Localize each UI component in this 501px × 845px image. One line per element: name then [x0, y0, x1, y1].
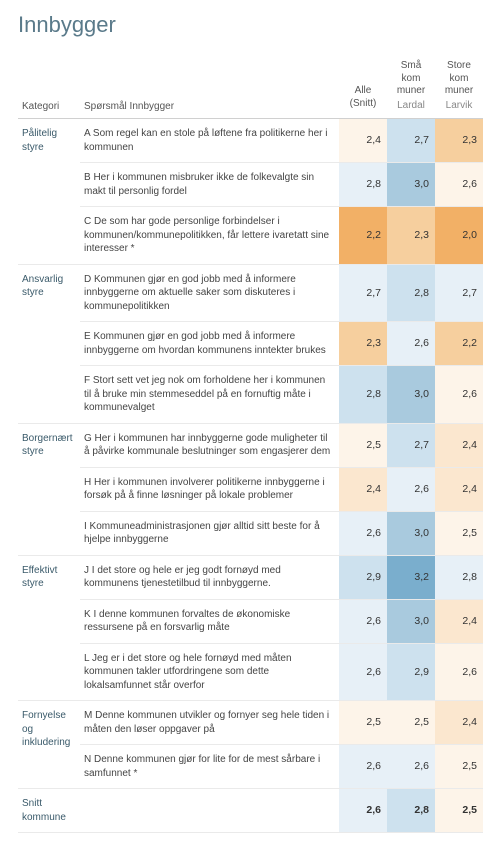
col-header-store: Store kom munerLarvik [435, 56, 483, 119]
table-row: B Her i kommunen misbruker ikke de folke… [18, 163, 483, 207]
value-cell: 2,5 [339, 701, 387, 745]
value-cell: 2,7 [339, 264, 387, 322]
value-cell: 2,6 [435, 366, 483, 424]
table-row: Borgernært styreG Her i kommunen har inn… [18, 423, 483, 467]
value-cell: 2,9 [387, 643, 435, 701]
value-cell: 3,0 [387, 511, 435, 555]
question-cell: F Stort sett vet jeg nok om forholdene h… [80, 366, 339, 424]
table-row: K I denne kommunen forvaltes de økonomis… [18, 599, 483, 643]
question-cell: A Som regel kan en stole på løftene fra … [80, 119, 339, 163]
question-cell: I Kommuneadministrasjonen gjør alltid si… [80, 511, 339, 555]
question-cell: D Kommunen gjør en god jobb med å inform… [80, 264, 339, 322]
category-cell: Effektivt styre [18, 555, 80, 701]
col-header-sporsmal: Spørsmål Innbygger [80, 56, 339, 119]
value-cell: 2,4 [339, 119, 387, 163]
table-row: C De som har gode personlige forbindelse… [18, 207, 483, 265]
table-row: Effektivt styreJ I det store og hele er … [18, 555, 483, 599]
value-cell: 3,0 [387, 163, 435, 207]
value-cell: 2,5 [339, 423, 387, 467]
category-cell: Pålitelig styre [18, 119, 80, 265]
value-cell: 2,2 [339, 207, 387, 265]
question-cell: B Her i kommunen misbruker ikke de folke… [80, 163, 339, 207]
table-row: Fornyelse og inkluderingM Denne kommunen… [18, 701, 483, 745]
value-cell: 2,8 [339, 163, 387, 207]
col-header-sma: Små kom munerLardal [387, 56, 435, 119]
value-cell: 2,5 [435, 789, 483, 833]
question-cell: G Her i kommunen har innbyggerne gode mu… [80, 423, 339, 467]
value-cell: 2,6 [387, 322, 435, 366]
value-cell: 2,7 [387, 119, 435, 163]
table-row: N Denne kommunen gjør for lite for de me… [18, 745, 483, 789]
question-cell: K I denne kommunen forvaltes de økonomis… [80, 599, 339, 643]
value-cell: 2,8 [387, 264, 435, 322]
value-cell: 2,9 [339, 555, 387, 599]
value-cell: 2,6 [339, 789, 387, 833]
value-cell: 2,8 [387, 789, 435, 833]
value-cell: 2,6 [339, 511, 387, 555]
value-cell: 2,7 [387, 423, 435, 467]
value-cell: 2,5 [387, 701, 435, 745]
value-cell: 2,4 [435, 701, 483, 745]
value-cell: 2,6 [387, 745, 435, 789]
category-cell: Borgernært styre [18, 423, 80, 555]
page-title: Innbygger [18, 12, 483, 38]
question-cell: M Denne kommunen utvikler og fornyer seg… [80, 701, 339, 745]
summary-label: Snitt kommune [18, 789, 80, 833]
value-cell: 3,0 [387, 599, 435, 643]
value-cell: 2,4 [435, 423, 483, 467]
value-cell: 2,3 [339, 322, 387, 366]
col-header-alle: Alle (Snitt) [339, 56, 387, 119]
value-cell: 2,6 [435, 163, 483, 207]
summary-spacer [80, 789, 339, 833]
question-cell: C De som har gode personlige forbindelse… [80, 207, 339, 265]
value-cell: 2,3 [387, 207, 435, 265]
question-cell: J I det store og hele er jeg godt fornøy… [80, 555, 339, 599]
table-row: L Jeg er i det store og hele fornøyd med… [18, 643, 483, 701]
table-row: H Her i kommunen involverer politikerne … [18, 467, 483, 511]
table-row: F Stort sett vet jeg nok om forholdene h… [18, 366, 483, 424]
value-cell: 2,5 [435, 511, 483, 555]
value-cell: 2,8 [339, 366, 387, 424]
category-cell: Fornyelse og inkludering [18, 701, 80, 789]
table-row: Ansvarlig styreD Kommunen gjør en god jo… [18, 264, 483, 322]
value-cell: 2,6 [387, 467, 435, 511]
summary-row: Snitt kommune 2,62,82,5 [18, 789, 483, 833]
value-cell: 2,4 [339, 467, 387, 511]
value-cell: 2,7 [435, 264, 483, 322]
table-row: I Kommuneadministrasjonen gjør alltid si… [18, 511, 483, 555]
value-cell: 3,0 [387, 366, 435, 424]
value-cell: 2,4 [435, 599, 483, 643]
question-cell: N Denne kommunen gjør for lite for de me… [80, 745, 339, 789]
survey-table: Kategori Spørsmål Innbygger Alle (Snitt)… [18, 56, 483, 833]
value-cell: 2,6 [339, 599, 387, 643]
value-cell: 2,2 [435, 322, 483, 366]
value-cell: 2,5 [435, 745, 483, 789]
value-cell: 2,4 [435, 467, 483, 511]
table-row: E Kommunen gjør en god jobb med å inform… [18, 322, 483, 366]
value-cell: 2,0 [435, 207, 483, 265]
category-cell: Ansvarlig styre [18, 264, 80, 423]
value-cell: 2,3 [435, 119, 483, 163]
value-cell: 2,6 [435, 643, 483, 701]
col-header-kategori: Kategori [18, 56, 80, 119]
value-cell: 3,2 [387, 555, 435, 599]
value-cell: 2,6 [339, 643, 387, 701]
value-cell: 2,8 [435, 555, 483, 599]
question-cell: H Her i kommunen involverer politikerne … [80, 467, 339, 511]
value-cell: 2,6 [339, 745, 387, 789]
question-cell: L Jeg er i det store og hele fornøyd med… [80, 643, 339, 701]
question-cell: E Kommunen gjør en god jobb med å inform… [80, 322, 339, 366]
table-row: Pålitelig styreA Som regel kan en stole … [18, 119, 483, 163]
